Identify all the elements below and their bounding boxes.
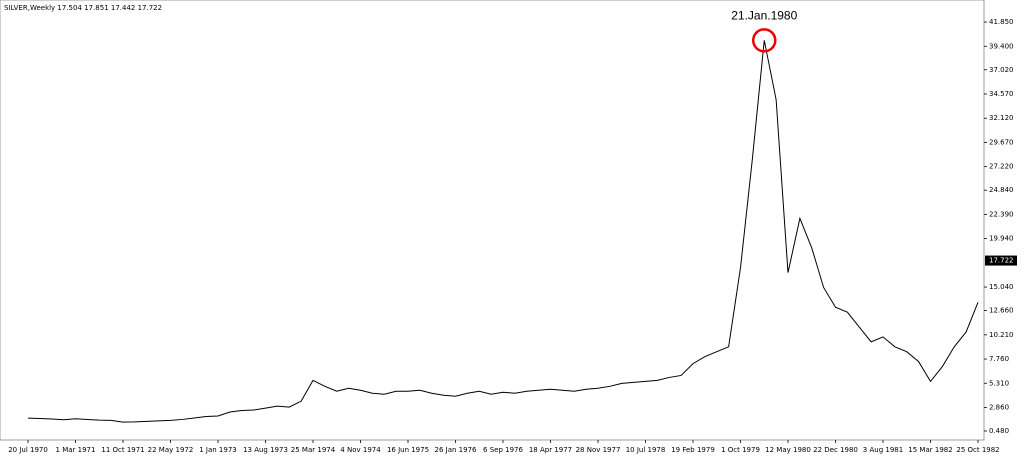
x-tick-label: 4 Nov 1974 bbox=[340, 446, 381, 454]
x-tick-label: 11 Oct 1971 bbox=[101, 446, 144, 454]
x-tick-label: 12 May 1980 bbox=[765, 446, 811, 454]
x-tick-label: 25 Mar 1974 bbox=[291, 446, 336, 454]
current-price-box bbox=[985, 255, 1017, 266]
y-tick-label: 2.860 bbox=[989, 403, 1009, 411]
x-tick-label: 10 Jul 1978 bbox=[626, 446, 666, 454]
y-tick-label: 39.400 bbox=[989, 42, 1014, 50]
plot-area bbox=[0, 0, 985, 441]
x-tick-label: 20 Jul 1970 bbox=[8, 446, 48, 454]
x-tick-label: 25 Oct 1982 bbox=[956, 446, 999, 454]
y-tick-label: 41.850 bbox=[989, 18, 1014, 26]
y-tick-label: 15.040 bbox=[989, 283, 1014, 291]
y-tick-label: 7.760 bbox=[989, 355, 1009, 363]
x-tick-label: 22 Dec 1980 bbox=[813, 446, 858, 454]
price-line bbox=[27, 40, 979, 423]
highlight-circle bbox=[752, 28, 777, 53]
y-tick-label: 32.120 bbox=[989, 114, 1014, 122]
y-tick-label: 29.670 bbox=[989, 138, 1014, 146]
y-tick-label: 22.390 bbox=[989, 210, 1014, 218]
x-tick-label: 1 Mar 1971 bbox=[56, 446, 96, 454]
y-tick-label: 27.220 bbox=[989, 163, 1014, 171]
x-tick-label: 1 Jan 1973 bbox=[199, 446, 237, 454]
x-tick-label: 1 Oct 1979 bbox=[721, 446, 760, 454]
current-price-label: 17.722 bbox=[989, 257, 1014, 265]
y-tick-label: 12.660 bbox=[989, 307, 1014, 315]
y-tick-label: 24.840 bbox=[989, 186, 1014, 194]
y-tick-label: 10.210 bbox=[989, 331, 1014, 339]
x-tick-label: 28 Nov 1977 bbox=[576, 446, 621, 454]
x-tick-label: 22 May 1972 bbox=[148, 446, 194, 454]
y-tick-label: 37.020 bbox=[989, 66, 1014, 74]
y-tick-label: 34.570 bbox=[989, 90, 1014, 98]
y-tick-label: 0.480 bbox=[989, 427, 1009, 435]
x-tick-label: 16 Jun 1975 bbox=[387, 446, 429, 454]
x-tick-label: 26 Jan 1976 bbox=[435, 446, 478, 454]
y-tick-label: 19.940 bbox=[989, 235, 1014, 243]
x-tick-label: 13 Aug 1973 bbox=[243, 446, 288, 454]
x-tick-label: 3 Aug 1981 bbox=[863, 446, 903, 454]
x-tick-label: 15 Mar 1982 bbox=[908, 446, 952, 454]
y-tick-label: 5.310 bbox=[989, 379, 1009, 387]
annotation: 21.Jan.1980 bbox=[731, 9, 797, 23]
x-tick-label: 6 Sep 1976 bbox=[483, 446, 523, 454]
x-tick-label: 18 Apr 1977 bbox=[529, 446, 572, 454]
x-tick-label: 19 Feb 1979 bbox=[671, 446, 715, 454]
chart-title: SILVER,Weekly 17.504 17.851 17.442 17.72… bbox=[4, 4, 162, 12]
